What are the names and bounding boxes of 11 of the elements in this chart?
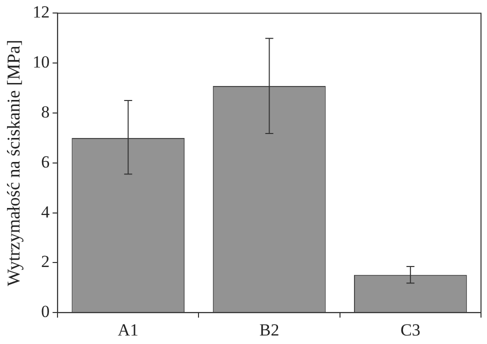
- y-tick-label: 2: [41, 252, 50, 272]
- y-tick-label: 6: [41, 152, 50, 172]
- x-tick-label: C3: [400, 320, 420, 340]
- y-tick-label: 8: [41, 102, 50, 122]
- y-tick-label: 12: [32, 2, 50, 22]
- x-tick-label: B2: [259, 320, 280, 340]
- y-tick-label: 0: [41, 302, 50, 322]
- y-tick-label: 4: [41, 202, 50, 222]
- x-tick-label: A1: [118, 320, 139, 340]
- y-axis-title: Wytrzymałość na ściskanie [MPa]: [4, 40, 24, 286]
- y-tick-label: 10: [32, 52, 50, 72]
